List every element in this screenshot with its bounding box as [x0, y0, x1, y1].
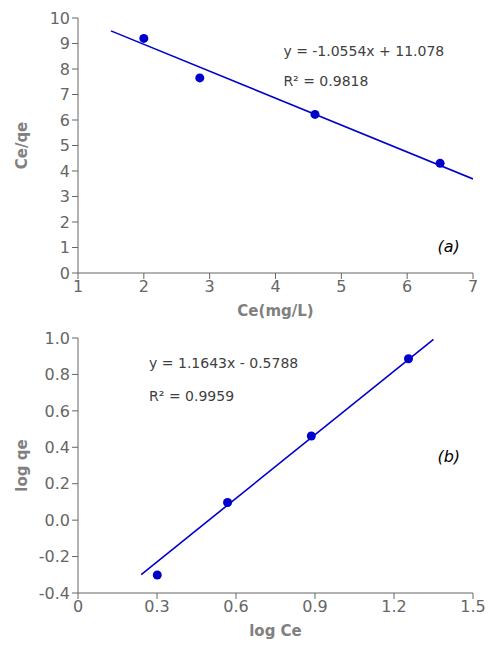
- svg-text:0.4: 0.4: [45, 438, 70, 457]
- svg-text:2: 2: [139, 277, 149, 296]
- svg-text:0.2: 0.2: [45, 474, 70, 493]
- html-text:(b): (b): [437, 446, 461, 466]
- svg-text:-0.2: -0.2: [39, 547, 70, 566]
- svg-text:5: 5: [336, 277, 346, 296]
- svg-text:1: 1: [60, 238, 70, 257]
- svg-text:0.6: 0.6: [223, 597, 248, 616]
- svg-text:-0.4: -0.4: [39, 584, 70, 603]
- svg-text:7: 7: [468, 277, 478, 296]
- svg-text:6: 6: [60, 111, 70, 130]
- svg-text:0.6: 0.6: [45, 402, 70, 421]
- html-text:(a): (a): [437, 236, 460, 256]
- html-text:R² = 0.9818: R² = 0.9818: [283, 73, 369, 90]
- svg-text:2: 2: [60, 213, 70, 232]
- svg-text:0.0: 0.0: [45, 511, 70, 530]
- html-text:R² = 0.9959: R² = 0.9959: [149, 388, 235, 404]
- svg-text:0.9: 0.9: [302, 597, 327, 616]
- svg-text:9: 9: [60, 34, 70, 53]
- svg-text:Ce/qe: Ce/qe: [13, 122, 31, 170]
- svg-text:3: 3: [60, 187, 70, 206]
- svg-text:log Ce: log Ce: [249, 622, 302, 640]
- svg-text:4: 4: [270, 277, 280, 296]
- svg-text:10: 10: [50, 9, 70, 28]
- svg-text:log qe: log qe: [13, 439, 31, 491]
- svg-text:8: 8: [60, 60, 70, 79]
- svg-text:5: 5: [60, 136, 70, 155]
- html-text:y = -1.0554x + 11.078: y = -1.0554x + 11.078: [283, 42, 445, 59]
- svg-text:0.3: 0.3: [144, 597, 169, 616]
- svg-text:1.0: 1.0: [45, 329, 70, 348]
- svg-text:1.5: 1.5: [460, 597, 485, 616]
- svg-text:7: 7: [60, 85, 70, 104]
- svg-text:1.2: 1.2: [381, 597, 406, 616]
- svg-text:0: 0: [60, 264, 70, 283]
- svg-text:4: 4: [60, 162, 70, 181]
- svg-text:6: 6: [402, 277, 412, 296]
- svg-text:3: 3: [205, 277, 215, 296]
- svg-text:0.8: 0.8: [45, 365, 70, 384]
- svg-text:0: 0: [73, 597, 83, 616]
- svg-text:Ce(mg/L): Ce(mg/L): [237, 302, 313, 320]
- svg-text:1: 1: [73, 277, 83, 296]
- html-text:y = 1.1643x - 0.5788: y = 1.1643x - 0.5788: [149, 354, 299, 371]
